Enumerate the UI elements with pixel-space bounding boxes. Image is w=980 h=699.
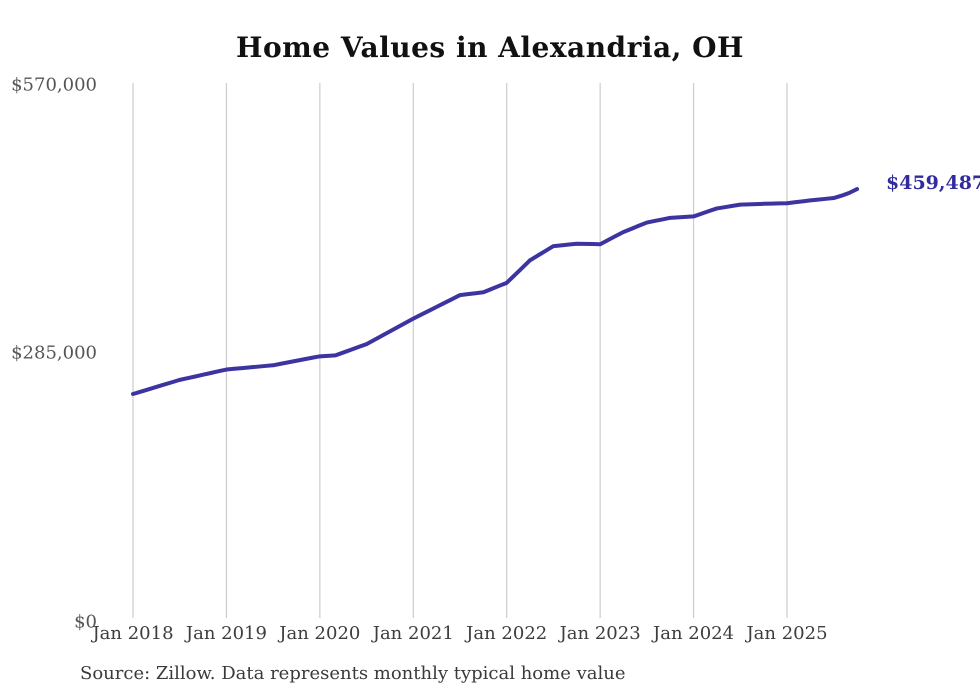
home-value-line <box>131 187 860 397</box>
y-axis-tick-570000: $570,000 <box>11 74 97 96</box>
chart-title: Home Values in Alexandria, OH <box>236 31 744 64</box>
x-axis-tick-label: Jan 2024 <box>653 623 735 644</box>
y-axis-tick-0: $0 <box>74 611 97 633</box>
x-axis-tick-label: Jan 2019 <box>185 623 267 644</box>
latest-value-label: $459,487 <box>886 172 980 194</box>
source-note: Source: Zillow. Data represents monthly … <box>80 663 626 684</box>
x-axis-tick-label: Jan 2018 <box>92 623 174 644</box>
x-axis-tick-label: Jan 2020 <box>279 623 361 644</box>
x-axis-tick-label: Jan 2023 <box>559 623 641 644</box>
x-axis-tick-label: Jan 2022 <box>466 623 548 644</box>
vertical-gridlines <box>132 83 788 618</box>
x-axis-tick-label: Jan 2021 <box>372 623 454 644</box>
x-axis-tick-label: Jan 2025 <box>746 623 828 644</box>
y-axis-tick-285000: $285,000 <box>11 342 97 364</box>
